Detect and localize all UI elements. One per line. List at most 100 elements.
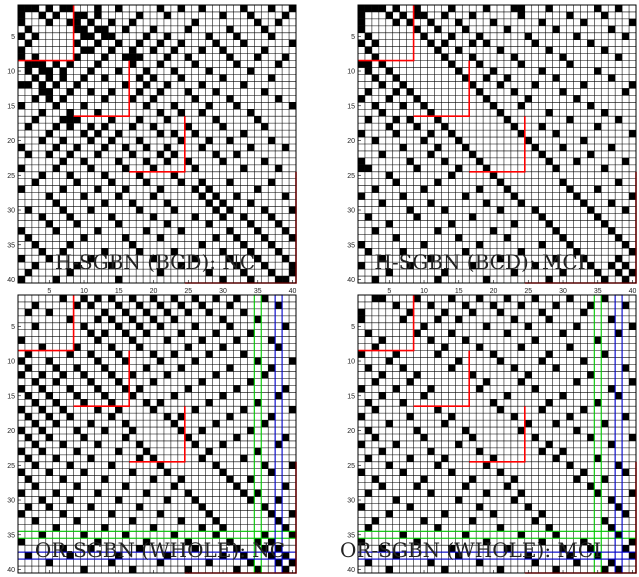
matrix-cell <box>115 447 123 455</box>
matrix-cell <box>434 315 442 323</box>
matrix-cell <box>427 109 435 117</box>
matrix-cell <box>580 468 588 476</box>
matrix-cell <box>615 269 623 277</box>
matrix-cell <box>378 545 386 553</box>
matrix-cell <box>219 392 227 400</box>
matrix-cell <box>420 185 428 193</box>
y-tick-label: 30 <box>7 208 15 215</box>
matrix-cell <box>157 60 164 68</box>
matrix-cell <box>122 308 130 316</box>
matrix-cell <box>254 357 262 365</box>
matrix-cell <box>497 109 504 117</box>
matrix-cell <box>545 315 553 323</box>
matrix-cell <box>87 137 95 144</box>
matrix-cell <box>413 25 421 33</box>
matrix-cell <box>358 5 365 12</box>
x-tick-label: 10 <box>420 288 428 295</box>
matrix-cell <box>52 454 60 462</box>
matrix-cell <box>615 392 623 400</box>
matrix-cell <box>115 378 123 386</box>
matrix-cell <box>413 95 421 103</box>
matrix-cell <box>552 227 560 235</box>
matrix-cell <box>59 157 67 165</box>
matrix-cell <box>517 11 525 19</box>
matrix-cell <box>191 255 199 263</box>
matrix-cell <box>545 524 553 532</box>
matrix-cell <box>66 385 74 393</box>
matrix-cell <box>129 427 137 434</box>
matrix-cell <box>94 227 102 235</box>
matrix-cell <box>358 157 365 165</box>
matrix-cell <box>601 517 609 525</box>
matrix-cell <box>364 524 372 532</box>
matrix-cell <box>608 144 616 151</box>
matrix-cell <box>122 420 130 428</box>
matrix-cell <box>559 53 567 61</box>
matrix-cell <box>66 150 74 158</box>
matrix-cell <box>275 18 283 26</box>
matrix-cell <box>136 11 144 19</box>
matrix-cell <box>455 67 463 75</box>
matrix-cell <box>94 150 102 158</box>
matrix-cell <box>629 248 636 256</box>
matrix-cell <box>364 329 372 337</box>
matrix-cell <box>601 420 609 428</box>
matrix-cell <box>622 510 630 518</box>
matrix-cell <box>615 178 623 186</box>
matrix-cell <box>538 538 546 546</box>
matrix-cell <box>476 60 484 68</box>
matrix-cell <box>198 46 206 54</box>
matrix-cell <box>94 489 102 497</box>
matrix-cell <box>364 454 372 462</box>
matrix-cell <box>87 329 95 337</box>
matrix-cell <box>129 123 137 131</box>
matrix-cell <box>191 357 199 365</box>
matrix-cell <box>510 269 518 277</box>
matrix-cell <box>601 475 609 483</box>
matrix-cell <box>559 88 567 96</box>
matrix-cell <box>483 461 491 469</box>
matrix-cell <box>240 552 248 560</box>
matrix-cell <box>66 552 74 560</box>
matrix-cell <box>510 475 518 483</box>
matrix-cell <box>378 336 386 344</box>
matrix-cell <box>73 220 81 228</box>
matrix-cell <box>87 206 95 214</box>
matrix-cell <box>38 427 46 434</box>
matrix-cell <box>358 95 365 103</box>
matrix-cell <box>101 95 109 103</box>
matrix-cell <box>399 399 407 407</box>
matrix-cell <box>392 234 400 242</box>
matrix-cell <box>441 53 449 61</box>
matrix-cell <box>143 447 151 455</box>
matrix-cell <box>601 350 609 358</box>
matrix-cell <box>490 301 497 309</box>
matrix-cell <box>52 276 60 283</box>
y-tick-label: 40 <box>7 277 15 284</box>
matrix-cell <box>177 262 185 270</box>
matrix-cell <box>524 137 532 144</box>
matrix-cell <box>52 11 60 19</box>
matrix-cell <box>247 248 255 256</box>
matrix-cell <box>538 150 546 158</box>
matrix-cell <box>80 399 88 407</box>
matrix-cell <box>66 413 74 421</box>
matrix-cell <box>268 552 276 560</box>
matrix-cell <box>476 88 484 96</box>
matrix-cell <box>177 39 185 47</box>
matrix-cell <box>587 434 595 441</box>
matrix-cell <box>80 25 88 33</box>
matrix-cell <box>219 343 227 351</box>
chart-caption: OR-SGBN (WHOLE): NC <box>34 538 286 562</box>
matrix-cell <box>503 545 511 553</box>
matrix-cell <box>358 538 365 546</box>
matrix-cell <box>261 25 269 33</box>
matrix-cell <box>31 74 39 82</box>
matrix-cell <box>552 364 560 372</box>
matrix-cell <box>226 137 234 144</box>
matrix-cell <box>108 18 116 26</box>
matrix-cell <box>136 343 144 351</box>
matrix-cell <box>364 67 372 75</box>
matrix-cell <box>59 475 67 483</box>
matrix-cell <box>52 60 60 68</box>
